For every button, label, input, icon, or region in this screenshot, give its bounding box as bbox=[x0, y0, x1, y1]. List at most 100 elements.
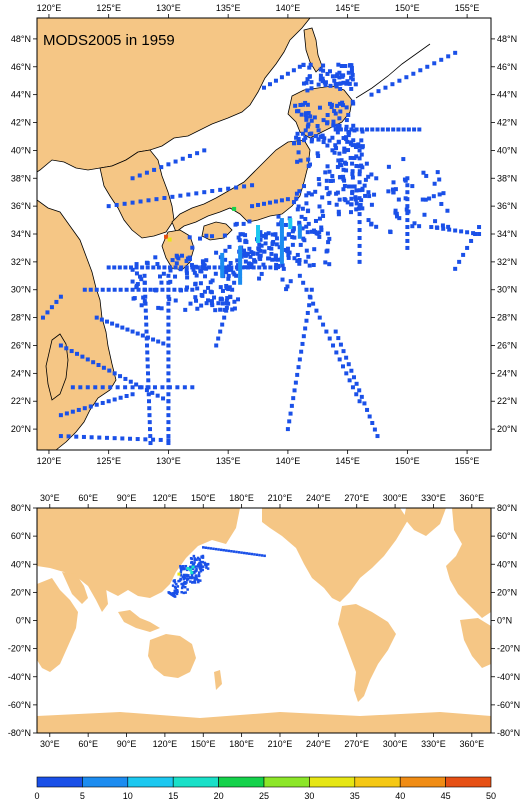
global-lon-label-top: 30°E bbox=[40, 493, 60, 503]
observation-point bbox=[143, 301, 148, 306]
observation-point bbox=[336, 62, 341, 67]
observation-point bbox=[235, 258, 240, 263]
observation-point bbox=[201, 554, 205, 558]
observation-point bbox=[174, 261, 179, 266]
observation-point bbox=[155, 262, 160, 267]
observation-point bbox=[338, 109, 343, 114]
observation-point bbox=[363, 177, 368, 182]
observation-point bbox=[296, 109, 301, 114]
observation-point bbox=[201, 556, 205, 559]
observation-point bbox=[369, 92, 374, 97]
observation-point bbox=[179, 568, 183, 572]
observation-point bbox=[306, 164, 311, 169]
observation-point bbox=[136, 287, 141, 292]
observation-point bbox=[243, 265, 248, 270]
observation-point bbox=[58, 434, 63, 439]
observation-point bbox=[376, 89, 381, 94]
global-lon-label-top: 360°E bbox=[460, 493, 485, 503]
observation-point bbox=[341, 103, 346, 108]
global-lon-label-bottom: 330°E bbox=[421, 739, 446, 749]
observation-point bbox=[202, 546, 205, 549]
observation-point bbox=[273, 257, 278, 262]
observation-point bbox=[142, 273, 147, 278]
observation-point bbox=[303, 128, 308, 133]
observation-point bbox=[315, 151, 320, 156]
observation-point bbox=[370, 127, 375, 132]
observation-point bbox=[243, 253, 248, 258]
observation-point bbox=[130, 392, 135, 397]
observation-point bbox=[305, 77, 310, 82]
observation-point bbox=[146, 371, 151, 376]
observation-point bbox=[296, 136, 301, 141]
observation-point bbox=[359, 138, 364, 143]
observation-point bbox=[184, 287, 189, 292]
observation-point bbox=[189, 263, 194, 268]
observation-point bbox=[267, 256, 272, 261]
observation-point bbox=[138, 199, 143, 204]
observation-point bbox=[173, 585, 177, 589]
global-lon-label-top: 60°E bbox=[78, 493, 98, 503]
observation-point bbox=[225, 549, 228, 552]
observation-point bbox=[161, 341, 166, 346]
observation-point bbox=[166, 406, 171, 411]
observation-point bbox=[166, 273, 171, 278]
observation-point bbox=[166, 438, 171, 443]
observation-point bbox=[75, 351, 80, 356]
observation-point bbox=[412, 221, 417, 226]
observation-point bbox=[279, 252, 284, 257]
colorbar-label: 10 bbox=[123, 791, 133, 801]
global-lon-label-bottom: 60°E bbox=[78, 739, 98, 749]
observation-point bbox=[94, 315, 99, 320]
observation-point bbox=[141, 295, 146, 300]
observation-point bbox=[195, 151, 200, 156]
colorbar-label: 35 bbox=[350, 791, 360, 801]
observation-point bbox=[209, 301, 214, 306]
observation-point bbox=[304, 224, 309, 229]
observation-point bbox=[181, 565, 185, 568]
observation-point bbox=[199, 579, 202, 582]
observation-point bbox=[224, 286, 229, 291]
observation-point bbox=[151, 337, 156, 342]
observation-point bbox=[236, 297, 241, 302]
observation-point bbox=[232, 206, 237, 211]
regional-lat-label-right: 48°N bbox=[497, 34, 517, 44]
observation-point bbox=[353, 82, 358, 87]
observation-point bbox=[142, 299, 147, 304]
observation-point bbox=[190, 245, 195, 250]
observation-point bbox=[411, 71, 416, 76]
regional-lon-label-top: 135°E bbox=[216, 3, 241, 13]
observation-point bbox=[296, 150, 301, 155]
regional-lat-label-right: 34°N bbox=[497, 229, 517, 239]
observation-point bbox=[190, 574, 194, 578]
observation-point bbox=[240, 232, 245, 237]
observation-point bbox=[356, 206, 361, 211]
observation-point bbox=[130, 176, 135, 181]
regional-observations bbox=[40, 50, 482, 446]
observation-point bbox=[220, 263, 225, 268]
observation-point bbox=[144, 388, 149, 393]
observation-point bbox=[356, 142, 361, 147]
observation-point bbox=[236, 263, 241, 268]
regional-lon-label-bottom: 130°E bbox=[156, 456, 181, 466]
observation-point bbox=[229, 267, 234, 272]
observation-point bbox=[130, 279, 135, 284]
global-lat-label-right: -20°N bbox=[497, 644, 520, 654]
observation-point bbox=[350, 175, 355, 180]
observation-point bbox=[297, 258, 302, 263]
observation-point bbox=[306, 221, 311, 226]
observation-point bbox=[167, 297, 172, 302]
global-map: 30°E 30°E 60°E 60°E 90°E 90°E 120°E 120°E 150°E 1… bbox=[8, 493, 520, 749]
observation-point bbox=[320, 209, 325, 214]
observation-point bbox=[128, 265, 133, 270]
observation-point bbox=[220, 322, 225, 327]
observation-point bbox=[253, 259, 258, 264]
observation-point bbox=[316, 82, 321, 87]
observation-point bbox=[112, 397, 117, 402]
observation-point bbox=[305, 102, 310, 107]
observation-point bbox=[190, 287, 195, 292]
observation-point bbox=[330, 135, 335, 140]
observation-point bbox=[168, 268, 173, 273]
observation-point bbox=[446, 54, 451, 59]
colorbar-label: 30 bbox=[304, 791, 314, 801]
observation-point bbox=[300, 206, 305, 211]
